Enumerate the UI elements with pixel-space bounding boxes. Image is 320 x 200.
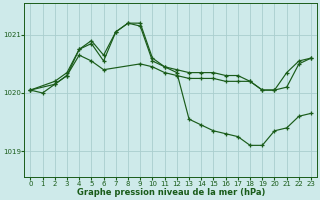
X-axis label: Graphe pression niveau de la mer (hPa): Graphe pression niveau de la mer (hPa) [76,188,265,197]
